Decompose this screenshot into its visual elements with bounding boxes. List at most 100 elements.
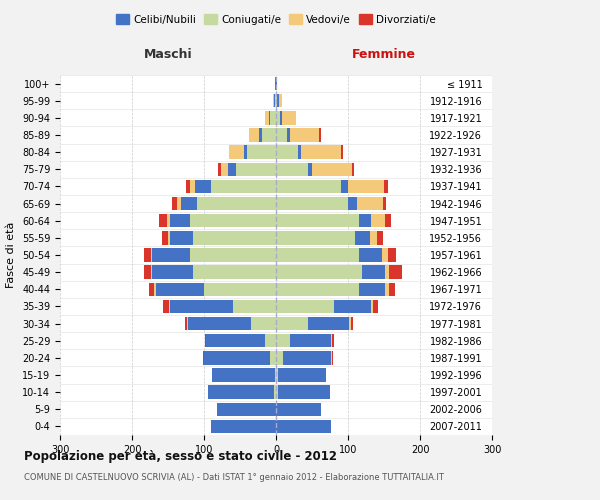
Bar xyxy=(259,128,262,141)
Bar xyxy=(152,248,190,262)
Bar xyxy=(265,111,269,124)
Bar xyxy=(274,386,276,399)
Bar xyxy=(352,162,354,176)
Bar xyxy=(319,128,320,141)
Text: Femmine: Femmine xyxy=(352,48,416,60)
Bar xyxy=(278,386,330,399)
Bar xyxy=(383,197,386,210)
Bar xyxy=(270,351,276,364)
Bar xyxy=(276,351,283,364)
Bar xyxy=(388,248,396,262)
Bar xyxy=(332,351,333,364)
Bar xyxy=(212,368,275,382)
Bar xyxy=(211,420,276,433)
Bar xyxy=(190,214,276,228)
Bar xyxy=(276,162,308,176)
Bar xyxy=(151,248,152,262)
Bar xyxy=(152,266,193,279)
Bar xyxy=(332,334,334,347)
Bar xyxy=(244,146,247,159)
Bar xyxy=(181,197,197,210)
Bar xyxy=(385,282,389,296)
Bar xyxy=(185,317,187,330)
Bar xyxy=(276,420,331,433)
Bar xyxy=(371,214,385,228)
Bar xyxy=(170,214,190,228)
Bar xyxy=(170,231,193,244)
Bar xyxy=(275,94,276,108)
Bar xyxy=(276,214,359,228)
Bar xyxy=(274,94,275,108)
Bar xyxy=(276,334,290,347)
Bar xyxy=(229,146,244,159)
Bar xyxy=(186,180,190,193)
Bar xyxy=(331,334,332,347)
Text: COMUNE DI CASTELNUOVO SCRIVIA (AL) - Dati ISTAT 1° gennaio 2012 - Elaborazione T: COMUNE DI CASTELNUOVO SCRIVIA (AL) - Dat… xyxy=(24,472,444,482)
Bar xyxy=(160,214,167,228)
Bar xyxy=(276,128,287,141)
Bar xyxy=(143,248,151,262)
Bar xyxy=(276,317,308,330)
Bar xyxy=(308,162,312,176)
Bar xyxy=(358,197,383,210)
Bar xyxy=(221,162,228,176)
Bar xyxy=(276,180,341,193)
Bar xyxy=(389,282,395,296)
Bar xyxy=(206,334,265,347)
Bar xyxy=(156,282,204,296)
Bar xyxy=(193,231,276,244)
Bar xyxy=(276,248,359,262)
Bar xyxy=(247,146,276,159)
Bar xyxy=(190,180,196,193)
Legend: Celibi/Nubili, Coniugati/e, Vedovi/e, Divorziati/e: Celibi/Nubili, Coniugati/e, Vedovi/e, Di… xyxy=(112,10,440,29)
Bar xyxy=(384,180,388,193)
Bar xyxy=(355,231,370,244)
Bar xyxy=(270,111,276,124)
Bar xyxy=(377,231,383,244)
Bar xyxy=(385,266,389,279)
Bar xyxy=(211,180,276,193)
Bar xyxy=(362,266,385,279)
Text: Popolazione per età, sesso e stato civile - 2012: Popolazione per età, sesso e stato civil… xyxy=(24,450,337,463)
Bar xyxy=(273,94,274,108)
Bar xyxy=(236,162,276,176)
Y-axis label: Fasce di età: Fasce di età xyxy=(7,222,16,288)
Bar xyxy=(151,266,152,279)
Bar xyxy=(169,300,170,313)
Bar xyxy=(205,334,206,347)
Text: Maschi: Maschi xyxy=(143,48,193,60)
Bar xyxy=(308,317,349,330)
Bar xyxy=(178,197,181,210)
Bar xyxy=(196,180,211,193)
Bar xyxy=(276,266,362,279)
Bar xyxy=(290,334,331,347)
Bar xyxy=(373,300,377,313)
Bar xyxy=(208,386,274,399)
Bar xyxy=(334,300,371,313)
Bar xyxy=(359,248,382,262)
Bar xyxy=(385,214,391,228)
Bar xyxy=(279,94,283,108)
Bar xyxy=(204,282,276,296)
Bar xyxy=(290,128,319,141)
Bar xyxy=(276,231,355,244)
Bar xyxy=(301,146,341,159)
Bar xyxy=(341,180,348,193)
Bar xyxy=(282,111,296,124)
Bar xyxy=(188,317,251,330)
Bar xyxy=(269,111,270,124)
Bar xyxy=(228,162,236,176)
Bar xyxy=(276,77,277,90)
Bar xyxy=(217,402,276,416)
Bar xyxy=(275,77,276,90)
Bar xyxy=(276,386,278,399)
Bar xyxy=(218,162,221,176)
Bar xyxy=(167,214,170,228)
Bar xyxy=(359,282,385,296)
Bar xyxy=(168,231,170,244)
Bar xyxy=(348,180,384,193)
Bar xyxy=(276,282,359,296)
Bar xyxy=(371,300,373,313)
Bar xyxy=(154,282,156,296)
Bar xyxy=(341,146,343,159)
